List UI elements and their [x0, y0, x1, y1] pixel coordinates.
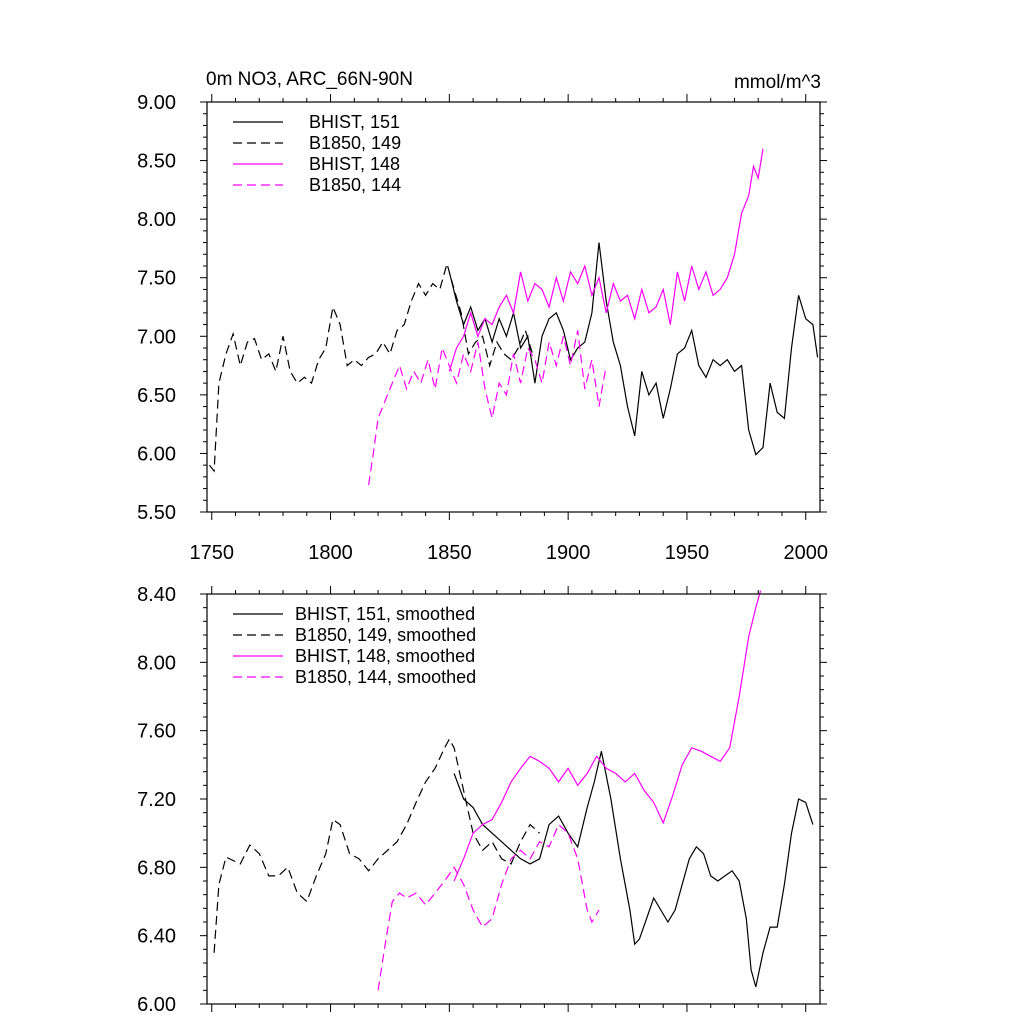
series-line-bhist-151 [448, 242, 819, 456]
x-tick-label: 1950 [665, 542, 710, 564]
y-tick-label: 6.00 [137, 443, 176, 465]
bottom-panel: 6.00 6.40 6.80 7.20 7.60 8.00 8.40 BHIST, 151,… [137, 584, 827, 1016]
legend-label: BHIST, 148, smoothed [295, 646, 475, 666]
y-tick-label: 7.00 [137, 326, 176, 348]
series-lines [208, 148, 819, 486]
plot-frame [206, 101, 821, 513]
x-tick-label: 2000 [783, 542, 828, 564]
plot-frame [206, 593, 821, 1005]
y-tick-label: 6.40 [137, 926, 176, 948]
y-tick-label: 6.50 [137, 385, 176, 407]
series-line-b1850-144-smoothed [377, 823, 600, 991]
y-tick-label: 8.40 [137, 584, 176, 606]
top-panel: 0m NO3, ARC_66N-90N mmol/m^3 5.50 6.00 6.5… [137, 69, 828, 564]
x-tick-label: 1750 [190, 542, 235, 564]
y-tick-label: 6.00 [137, 994, 176, 1016]
y-tick-label: 7.20 [137, 789, 176, 811]
series-line-bhist-148-smoothed [453, 590, 762, 882]
x-tick-label: 1900 [546, 542, 591, 564]
chart-units: mmol/m^3 [734, 72, 821, 93]
series-lines [213, 590, 814, 991]
series-line-b1850-149 [208, 261, 534, 473]
y-tick-label: 8.50 [137, 151, 176, 173]
chart-title: 0m NO3, ARC_66N-90N [206, 69, 413, 90]
legend-label: B1850, 149 [309, 133, 401, 153]
x-tick-label: 1850 [427, 542, 472, 564]
legend-label: BHIST, 151 [309, 112, 400, 132]
series-line-b1850-144 [368, 330, 607, 486]
series-line-bhist-151-smoothed [453, 751, 814, 988]
series-line-b1850-149-smoothed [213, 737, 541, 953]
axis-ticks: 6.00 6.40 6.80 7.20 7.60 8.00 8.40 [137, 584, 827, 1016]
legend-label: BHIST, 148 [309, 154, 400, 174]
y-tick-label: 7.50 [137, 268, 176, 290]
y-tick-label: 7.60 [137, 721, 176, 743]
y-tick-label: 8.00 [137, 652, 176, 674]
y-tick-label: 5.50 [137, 502, 176, 524]
legend-label: B1850, 144 [309, 175, 401, 195]
series-line-bhist-148 [448, 148, 764, 372]
x-tick-label: 1800 [308, 542, 353, 564]
legend-label: B1850, 149, smoothed [295, 625, 476, 645]
legend-label: BHIST, 151, smoothed [295, 604, 475, 624]
legend-label: B1850, 144, smoothed [295, 667, 476, 687]
y-tick-label: 6.80 [137, 857, 176, 879]
y-tick-label: 8.00 [137, 209, 176, 231]
axis-ticks: 5.50 6.00 6.50 7.00 7.50 8.00 8.50 9.00 1750 1800… [137, 92, 828, 564]
y-tick-label: 9.00 [137, 92, 176, 114]
